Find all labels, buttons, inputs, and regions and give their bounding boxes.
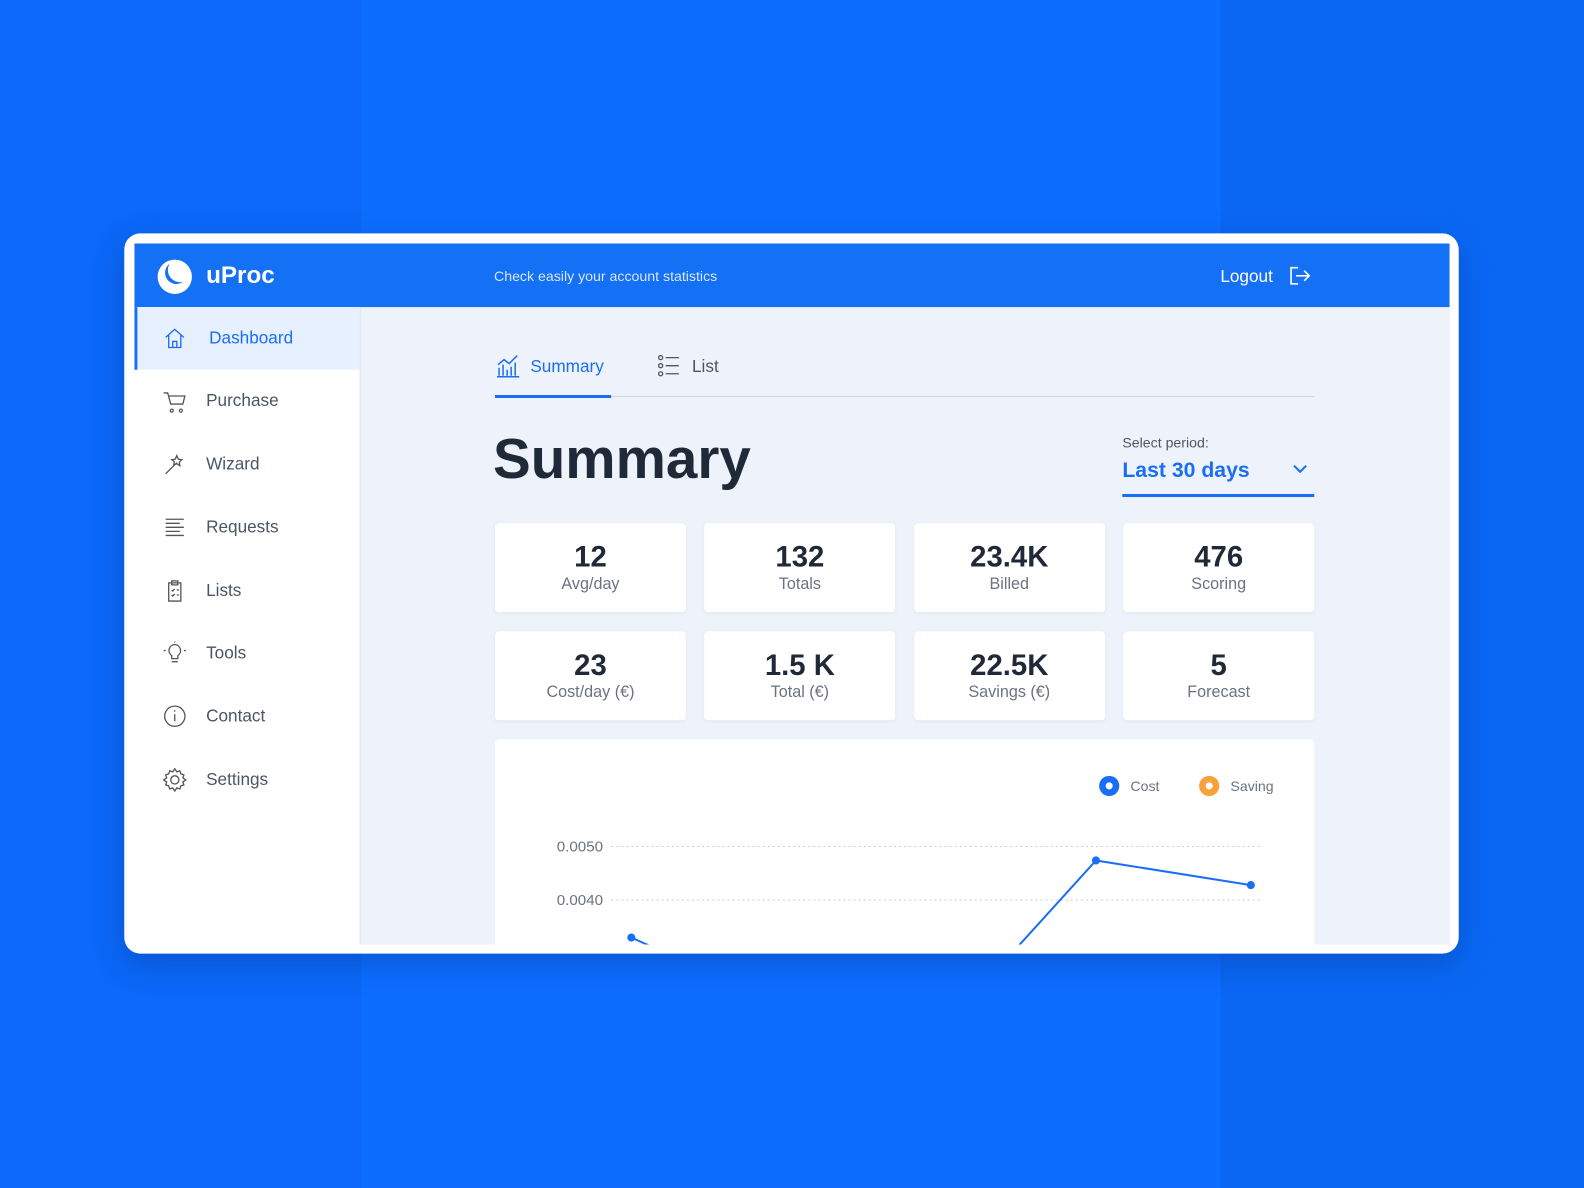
- nav-icon[interactable]: [163, 452, 187, 476]
- nav-icon[interactable]: [163, 515, 187, 539]
- nav-icon[interactable]: [162, 767, 187, 792]
- legend-marker-dot[interactable]: [1205, 782, 1213, 790]
- logout-icon[interactable]: [1289, 266, 1311, 286]
- stat-card: 23 Cost/day (€): [494, 631, 686, 721]
- tab[interactable]: Summary: [530, 356, 604, 376]
- icon-shape: [163, 392, 186, 414]
- nav-label[interactable]: Settings: [206, 769, 269, 789]
- icon-shape: [165, 518, 184, 537]
- top-bar: uProc Check easily your account statisti…: [134, 243, 1450, 308]
- logout[interactable]: Logout: [1220, 266, 1273, 286]
- icon-shape: [165, 328, 185, 349]
- stat-card: 476 Scoring: [1123, 523, 1315, 613]
- logo-icon: [157, 259, 192, 294]
- app: uProc Check easily your account statisti…: [134, 243, 1450, 945]
- stat-value: 132: [775, 541, 825, 574]
- nav-item[interactable]: Tools: [134, 622, 359, 685]
- stat-value: 476: [1194, 541, 1244, 574]
- stat-label: Cost/day (€): [546, 683, 635, 702]
- nav-item[interactable]: Purchase: [134, 370, 359, 433]
- stat-label: Scoring: [1191, 575, 1247, 593]
- stat-label: Total (€): [770, 683, 830, 702]
- stat-value: 1.5 K: [764, 649, 835, 682]
- stat-label: Forecast: [1187, 683, 1251, 702]
- stat-card: 12 Avg/day: [494, 523, 686, 613]
- legend-label[interactable]: Cost: [1130, 778, 1159, 794]
- nav-item[interactable]: Dashboard: [134, 307, 360, 370]
- icon-shape: [162, 767, 187, 792]
- legend-marker-dot[interactable]: [1105, 782, 1113, 790]
- logo[interactable]: uProc: [206, 261, 275, 289]
- stat-value: 22.5K: [970, 649, 1049, 682]
- nav-label[interactable]: Purchase: [206, 391, 279, 411]
- stat-label: Billed: [989, 575, 1030, 593]
- nav-icon[interactable]: [163, 705, 187, 729]
- nav-icon[interactable]: [163, 578, 187, 602]
- dropdown-arrow[interactable]: [1292, 463, 1308, 475]
- stat-card: 1.5 K Total (€): [704, 631, 896, 721]
- stat-value: 23: [574, 649, 607, 682]
- stat-value: 5: [1210, 649, 1227, 682]
- nav-label[interactable]: Lists: [206, 580, 242, 600]
- point: [1246, 881, 1255, 890]
- nav-item[interactable]: Contact: [134, 685, 359, 748]
- icon-shape: [164, 705, 186, 728]
- y-tick-label: 0.0040: [557, 892, 603, 909]
- period-select[interactable]: Last 30 days: [1122, 458, 1250, 482]
- tab-indicator: [494, 394, 612, 399]
- stat-card: 5 Forecast: [1123, 631, 1315, 721]
- subtitle: Check easily your account statistics: [493, 267, 718, 284]
- page-title: Summary: [492, 426, 751, 490]
- summary-tab-icon[interactable]: [495, 353, 521, 379]
- tab[interactable]: List: [691, 356, 719, 376]
- nav-item[interactable]: Requests: [134, 496, 359, 559]
- stat-card: 23.4K Billed: [913, 523, 1105, 613]
- nav-label[interactable]: Wizard: [206, 454, 260, 474]
- y-tick-label: 0.0050: [557, 839, 603, 856]
- stat-card: 132 Totals: [704, 523, 896, 613]
- point: [1091, 856, 1101, 865]
- nav-icon[interactable]: [163, 389, 187, 414]
- line: [630, 859, 1251, 945]
- nav-item[interactable]: Wizard: [134, 433, 359, 496]
- nav-label[interactable]: Dashboard: [209, 328, 294, 348]
- nav-icon[interactable]: [163, 326, 187, 350]
- nav-icon[interactable]: [163, 641, 187, 665]
- point: [627, 933, 636, 942]
- stat-label: Totals: [778, 575, 821, 593]
- nav-item[interactable]: Lists: [134, 559, 359, 622]
- stat-label: Savings (€): [968, 683, 1051, 702]
- nav-label[interactable]: Tools: [206, 643, 247, 663]
- select-underline: [1122, 493, 1315, 498]
- list-tab-icon[interactable]: [657, 354, 680, 377]
- stat-value: 23.4K: [970, 541, 1049, 574]
- chart: 0.0040 0.0050 Cost Saving: [557, 775, 1274, 945]
- tab-rule: [494, 395, 1315, 398]
- nav-label[interactable]: Requests: [206, 517, 279, 537]
- period-label: Select period:: [1122, 434, 1209, 451]
- nav-item[interactable]: Settings: [134, 748, 359, 811]
- stat-value: 12: [574, 541, 607, 574]
- legend-label[interactable]: Saving: [1230, 778, 1273, 794]
- stat-label: Avg/day: [561, 575, 620, 593]
- icon-shape: [165, 453, 184, 475]
- stat-card: 22.5K Savings (€): [913, 631, 1105, 721]
- icon-shape: [163, 641, 186, 663]
- sidebar: Dashboard Purchase Wizard Requests Lists Tool…: [134, 307, 361, 945]
- nav-label[interactable]: Contact: [206, 706, 266, 726]
- chart-panel: 0.0040 0.0050 Cost Saving: [494, 739, 1315, 945]
- icon-shape: [168, 579, 182, 602]
